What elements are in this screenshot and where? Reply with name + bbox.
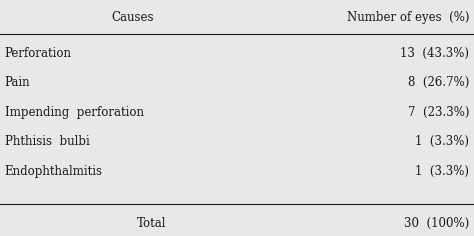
Text: Total: Total	[137, 216, 166, 230]
Text: 30  (100%): 30 (100%)	[404, 216, 469, 230]
Text: Endophthalmitis: Endophthalmitis	[5, 164, 103, 178]
Text: 8  (26.7%): 8 (26.7%)	[408, 76, 469, 89]
Text: Number of eyes  (%): Number of eyes (%)	[347, 11, 469, 24]
Text: 1  (3.3%): 1 (3.3%)	[415, 135, 469, 148]
Text: Pain: Pain	[5, 76, 30, 89]
Text: Impending  perforation: Impending perforation	[5, 105, 144, 119]
Text: Perforation: Perforation	[5, 46, 72, 60]
Text: Causes: Causes	[111, 11, 154, 24]
Text: 1  (3.3%): 1 (3.3%)	[415, 164, 469, 178]
Text: 13  (43.3%): 13 (43.3%)	[400, 46, 469, 60]
Text: 7  (23.3%): 7 (23.3%)	[408, 105, 469, 119]
Text: Phthisis  bulbi: Phthisis bulbi	[5, 135, 90, 148]
